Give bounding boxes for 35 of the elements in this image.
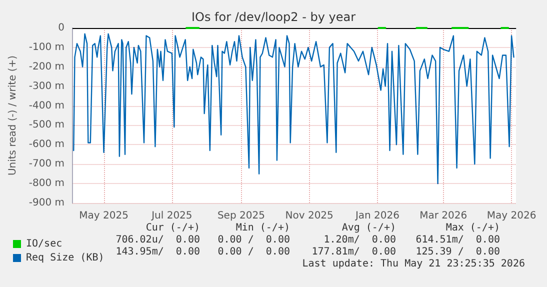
text: Max (-/+) <box>446 222 500 234</box>
y-tick-label: -400 m <box>28 100 65 112</box>
y-tick-label: -200 m <box>28 61 65 72</box>
text: 614.51m/ 0.00 <box>416 234 500 246</box>
x-tick-label: May 2026 <box>486 210 536 222</box>
x-tick-label: Nov 2025 <box>285 210 334 222</box>
y-tick-label: -500 m <box>28 120 65 131</box>
x-tick-label: Sep 2025 <box>217 210 265 222</box>
text: 143.95m/ 0.00 <box>116 246 200 258</box>
y-tick-label: -800 m <box>28 178 65 190</box>
x-tick-label: Mar 2026 <box>420 210 468 222</box>
text: 1.20m/ 0.00 <box>324 234 396 246</box>
text: Min (-/+) <box>236 222 290 234</box>
text: 0.00 / 0.00 <box>218 234 290 246</box>
text: 125.39 / 0.00 <box>416 246 500 258</box>
y-tick-label: 0 <box>58 22 65 34</box>
y-tick-label: -300 m <box>28 80 65 92</box>
chart-title: IOs for /dev/loop2 - by year <box>191 10 356 24</box>
legend-label: Req Size (KB) <box>26 252 104 264</box>
text: 177.81m/ 0.00 <box>312 246 396 258</box>
y-tick-label: -900 m <box>28 198 65 208</box>
y-tick-label: -100 m <box>28 42 65 53</box>
x-tick-label: May 2025 <box>79 210 128 222</box>
text: 706.02u/ 0.00 <box>116 234 200 246</box>
y-tick-label: -600 m <box>28 139 65 150</box>
y-axis-title: Units read (-) / write (+) <box>8 55 18 176</box>
text: 0.00 / 0.00 <box>218 246 290 258</box>
text: Avg (-/+) <box>342 222 396 234</box>
legend-label: IO/sec <box>26 238 62 250</box>
text: Cur (-/+) <box>146 222 200 234</box>
text: Last update: Thu May 21 23:25:35 2026 <box>302 258 525 270</box>
x-tick-label: Jul 2025 <box>150 210 192 222</box>
y-tick-label: -700 m <box>28 158 65 170</box>
line-series <box>73 33 514 184</box>
x-tick-label: Jan 2026 <box>354 210 400 222</box>
